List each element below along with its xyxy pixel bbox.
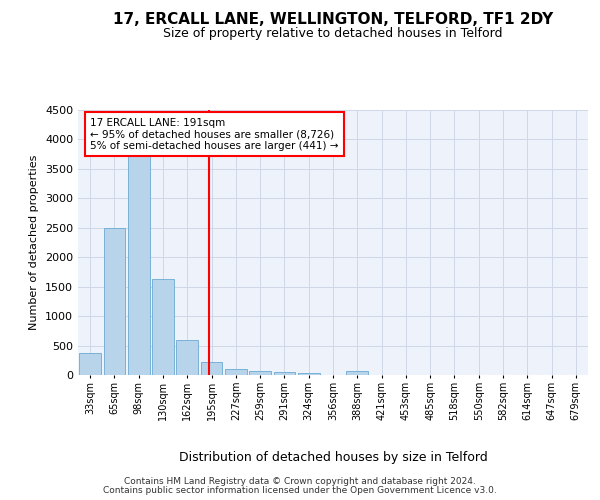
Bar (79, 353, 101, 375)
Bar (346, 372, 368, 375)
Text: Contains public sector information licensed under the Open Government Licence v3: Contains public sector information licen… (103, 486, 497, 495)
Text: Distribution of detached houses by size in Telford: Distribution of detached houses by size … (179, 451, 487, 464)
Y-axis label: Number of detached properties: Number of detached properties (29, 155, 40, 330)
Bar (200, 362, 223, 375)
Bar (152, 280, 174, 375)
Bar (225, 369, 247, 375)
Text: 17, ERCALL LANE, WELLINGTON, TELFORD, TF1 2DY: 17, ERCALL LANE, WELLINGTON, TELFORD, TF… (113, 12, 553, 28)
Text: Size of property relative to detached houses in Telford: Size of property relative to detached ho… (163, 28, 503, 40)
Bar (249, 371, 271, 375)
Bar (176, 340, 198, 375)
Text: 17 ERCALL LANE: 191sqm
← 95% of detached houses are smaller (8,726)
5% of semi-d: 17 ERCALL LANE: 191sqm ← 95% of detached… (90, 118, 338, 150)
Bar (298, 372, 320, 375)
Text: Contains HM Land Registry data © Crown copyright and database right 2024.: Contains HM Land Registry data © Crown c… (124, 477, 476, 486)
Bar (104, 228, 125, 375)
Bar (128, 156, 149, 375)
Bar (274, 372, 295, 375)
